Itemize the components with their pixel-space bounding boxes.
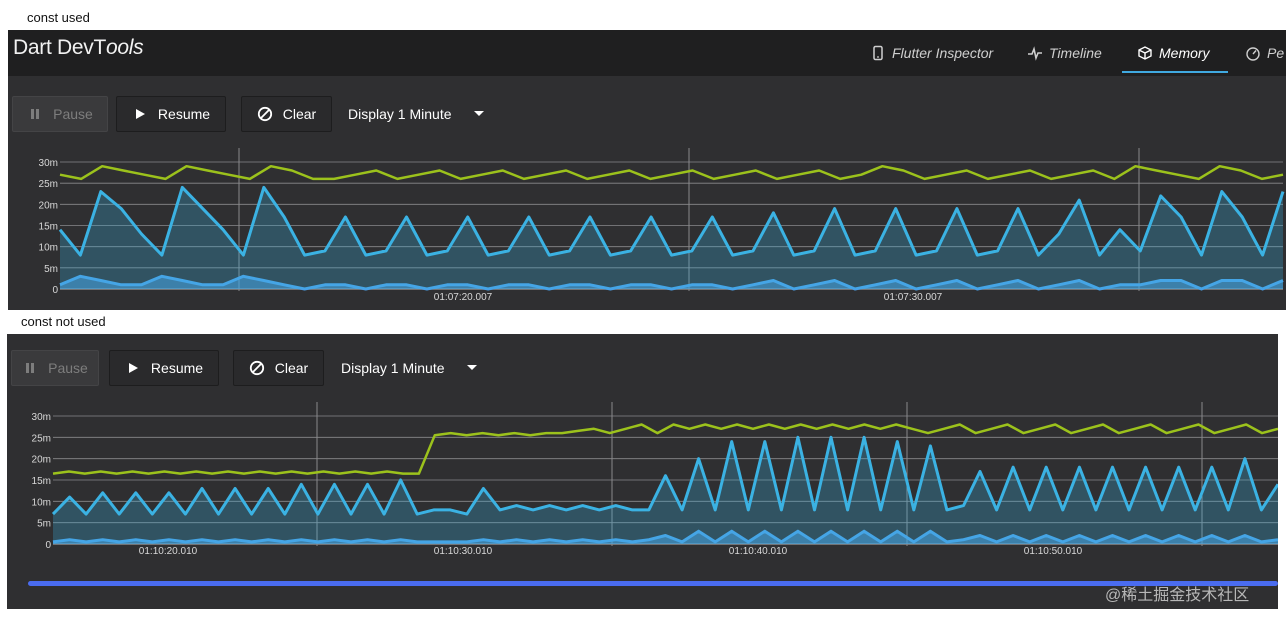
- app-bar: Dart DevTools Flutter Inspector Timeline…: [8, 30, 1286, 76]
- tab-timeline[interactable]: Timeline: [1027, 30, 1102, 76]
- tab-performance[interactable]: Pe: [1245, 30, 1284, 76]
- series-line-capacity: [52, 423, 1278, 475]
- play-icon: [128, 363, 138, 373]
- x-tick-label: 01:07:30.007: [884, 292, 943, 303]
- y-tick-label: 20m: [32, 455, 51, 466]
- y-tick-label: 25m: [39, 179, 58, 190]
- y-tick-label: 0: [45, 540, 51, 551]
- tab-flutter-inspector[interactable]: Flutter Inspector: [870, 30, 993, 76]
- series-area-used: [53, 437, 1278, 544]
- y-tick-label: 15m: [39, 222, 58, 233]
- clear-button[interactable]: Clear: [241, 96, 332, 132]
- pulse-icon: [1028, 46, 1042, 61]
- y-tick-label: 30m: [32, 412, 51, 423]
- pause-button[interactable]: Pause: [12, 96, 108, 132]
- watermark: @稀土掘金技术社区: [1105, 587, 1250, 604]
- series-line-external: [52, 529, 1278, 544]
- dropdown-arrow-icon: [466, 365, 477, 370]
- memory-chart-const-not-used: 30m 25m 20m 15m 10m 5m 0 01:10:20.010 01:10:30.0…: [32, 402, 1278, 557]
- display-interval-dropdown[interactable]: Display 1 Minute: [341, 350, 477, 386]
- play-icon: [135, 109, 145, 119]
- y-tick-label: 30m: [39, 158, 58, 169]
- display-interval-dropdown[interactable]: Display 1 Minute: [348, 96, 484, 132]
- series-area-used: [60, 187, 1283, 289]
- devtools-panel-const-not-used: Pause Resume Clear Display 1 Minute 30m 2…: [7, 334, 1278, 609]
- y-tick-label: 25m: [32, 433, 51, 444]
- x-tick-label: 01:10:40.010: [729, 546, 788, 557]
- memory-chart-const-used: 30m 25m 20m 15m 10m 5m 0 01:07:20.007 01:07:30.0…: [39, 148, 1285, 303]
- caption-const-not-used: const not used: [21, 314, 106, 329]
- phone-icon: [873, 45, 883, 61]
- timeline-scrollbar[interactable]: [28, 581, 1278, 586]
- pause-icon: [31, 109, 40, 119]
- series-area-external: [60, 276, 1283, 289]
- box-icon: [1138, 46, 1152, 60]
- block-icon: [257, 106, 272, 122]
- caption-const-used: const used: [27, 10, 90, 25]
- dropdown-arrow-icon: [473, 111, 484, 116]
- resume-button[interactable]: Resume: [109, 350, 219, 386]
- tab-memory[interactable]: Memory: [1137, 30, 1210, 76]
- y-tick-label: 20m: [39, 200, 58, 211]
- y-tick-label: 10m: [39, 243, 58, 254]
- pause-icon: [26, 363, 35, 373]
- gauge-icon: [1246, 47, 1260, 61]
- active-tab-indicator: [1122, 71, 1228, 73]
- series-line-external: [59, 274, 1284, 291]
- app-title: Dart DevTools: [13, 36, 144, 59]
- x-tick-label: 01:10:50.010: [1024, 546, 1083, 557]
- y-tick-label: 15m: [32, 476, 51, 487]
- y-tick-label: 10m: [32, 497, 51, 508]
- devtools-panel-const-used: Dart DevTools Flutter Inspector Timeline…: [8, 30, 1286, 310]
- resume-button[interactable]: Resume: [116, 96, 226, 132]
- y-tick-label: 5m: [37, 519, 51, 530]
- pause-button[interactable]: Pause: [11, 350, 99, 386]
- series-line-capacity: [59, 164, 1284, 181]
- y-tick-label: 0: [52, 285, 58, 296]
- series-line-used: [51, 435, 1278, 516]
- series-line-used: [58, 185, 1285, 257]
- clear-button[interactable]: Clear: [233, 350, 324, 386]
- x-tick-label: 01:10:20.010: [139, 546, 198, 557]
- block-icon: [249, 360, 264, 376]
- x-tick-label: 01:07:20.007: [434, 292, 493, 303]
- y-tick-label: 5m: [44, 264, 58, 275]
- x-tick-label: 01:10:30.010: [434, 546, 493, 557]
